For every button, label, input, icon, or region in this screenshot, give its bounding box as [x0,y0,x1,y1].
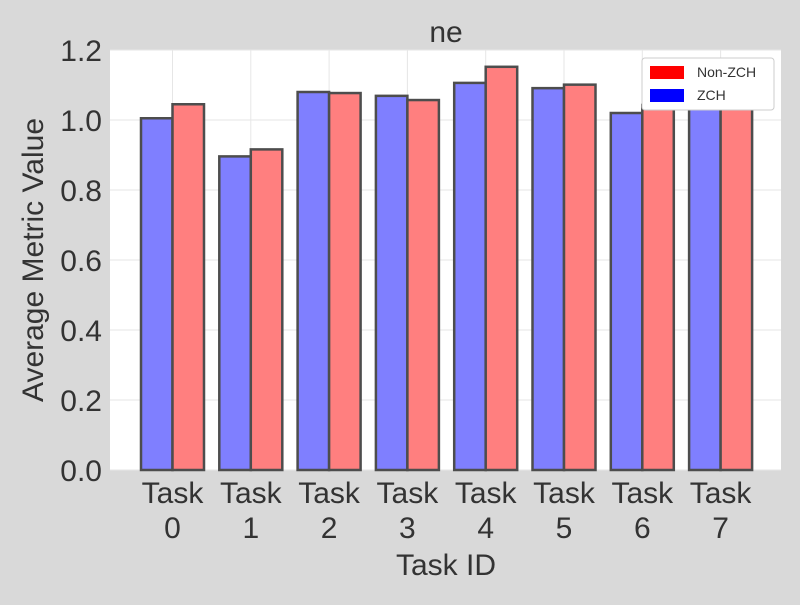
bar-zch-task-1 [218,155,253,472]
y-tick-label: 1.2 [60,35,102,68]
y-tick-label: 1.0 [60,105,102,138]
legend-label-non-zch: Non-ZCH [697,64,756,80]
y-axis-label: Average Metric Value [17,118,50,402]
y-tick-label: 0.6 [60,245,102,278]
y-tick-label: 0.0 [60,455,102,488]
x-tick-label-line1: Task [220,477,283,510]
x-tick-label-line2: 2 [321,512,338,545]
chart-title: ne [429,16,462,49]
y-tick-label: 0.4 [60,315,102,348]
bar-non-zch-task-1 [249,148,284,472]
x-tick-label-line2: 7 [712,512,729,545]
y-tick-label: 0.2 [60,385,102,418]
bar-non-zch-task-7 [719,92,754,472]
x-tick-label-line2: 0 [164,512,181,545]
legend-swatch-zch [650,89,684,102]
bar-zch-task-3 [374,94,409,472]
x-tick-label-line2: 5 [556,512,573,545]
x-tick-label-line2: 3 [399,512,416,545]
x-tick-label-line1: Task [377,477,440,510]
x-tick-label-line1: Task [533,477,596,510]
bar-non-zch-task-2 [327,91,362,472]
bar-non-zch-task-6 [641,103,676,472]
bars [139,65,754,472]
bar-zch-task-2 [296,90,331,472]
legend-label-zch: ZCH [697,87,726,103]
y-tick-labels: 0.0 0.2 0.4 0.6 0.8 1.0 1.2 [60,35,102,488]
bar-non-zch-task-3 [406,98,441,472]
x-tick-label-line1: Task [690,477,753,510]
bar-non-zch-task-0 [171,103,206,472]
x-tick-label-line2: 1 [242,512,259,545]
bar-non-zch-task-5 [562,83,597,472]
x-tick-label-line1: Task [142,477,205,510]
bar-zch-task-6 [609,111,644,472]
legend-swatch-non-zch [650,66,684,79]
x-tick-label-line1: Task [611,477,674,510]
y-tick-label: 0.8 [60,175,102,208]
x-tick-label-line1: Task [298,477,361,510]
bar-zch-task-7 [687,96,722,472]
x-tick-label-line2: 6 [634,512,651,545]
bar-non-zch-task-4 [484,65,519,472]
legend: Non-ZCH ZCH [641,57,775,111]
bar-zch-task-4 [452,81,487,472]
bar-zch-task-0 [139,117,174,472]
bar-zch-task-5 [531,86,566,472]
x-tick-label-line1: Task [455,477,518,510]
x-axis-label: Task ID [396,549,496,582]
x-tick-label-line2: 4 [477,512,494,545]
